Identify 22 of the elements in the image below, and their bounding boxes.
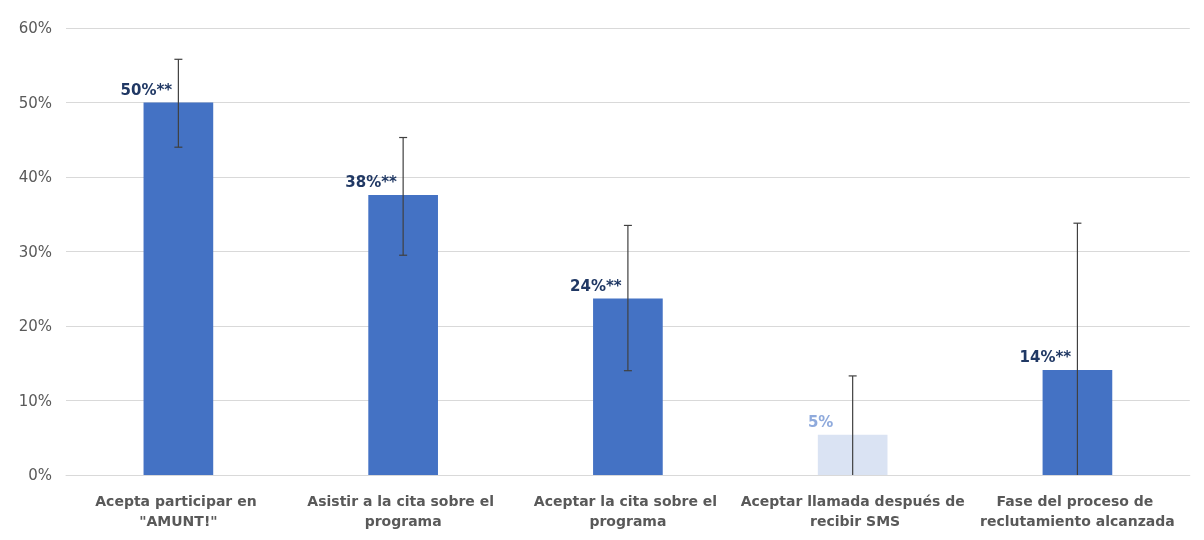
bar bbox=[143, 102, 214, 475]
x-tick-label: Fase del proceso de reclutamiento alcanzada bbox=[980, 493, 1175, 529]
y-tick-label: 40% bbox=[18, 168, 52, 186]
y-tick-label: 50% bbox=[18, 93, 52, 112]
x-tick-label: Asistir a la cita sobre el programa bbox=[307, 493, 499, 529]
data-label: 5% bbox=[807, 413, 834, 432]
y-tick-label: 0% bbox=[28, 466, 52, 484]
data-label: 24%** bbox=[570, 276, 622, 295]
bar bbox=[1042, 369, 1113, 475]
x-tick-label: Aceptar la cita sobre el programa bbox=[533, 493, 723, 529]
data-label: 50%** bbox=[120, 81, 173, 99]
bar bbox=[368, 194, 438, 475]
bar bbox=[593, 298, 663, 475]
y-tick-label: 10% bbox=[18, 391, 52, 410]
y-tick-label: 60% bbox=[18, 19, 52, 37]
x-tick-label: Acepta participar en "AMUNT!" bbox=[95, 493, 262, 529]
data-label: 14%** bbox=[1019, 348, 1072, 367]
x-tick-label: Aceptar llamada después de recibir SMS bbox=[740, 493, 965, 529]
bar bbox=[817, 434, 888, 475]
data-label: 38%** bbox=[345, 173, 398, 192]
y-tick-label: 20% bbox=[18, 317, 52, 335]
y-tick-label: 30% bbox=[18, 242, 52, 261]
